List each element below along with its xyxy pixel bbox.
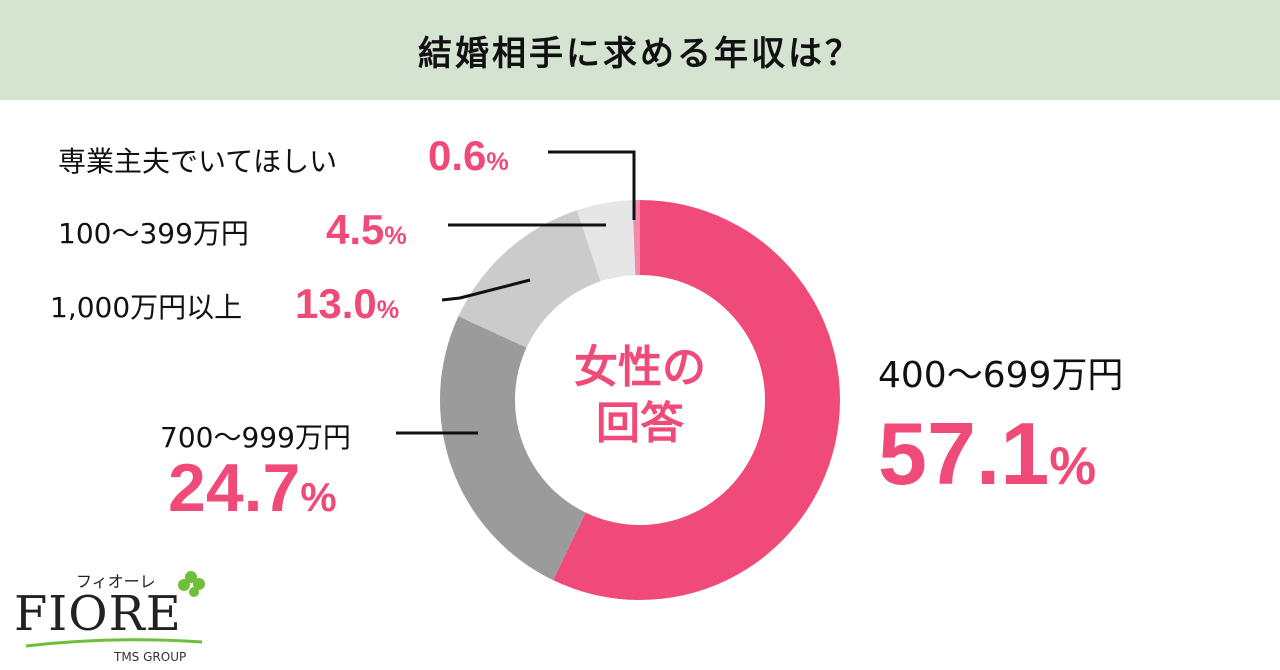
label-name-3: 700〜999万円 <box>160 421 351 454</box>
leader-line-2 <box>441 278 531 302</box>
label-pct-3: 24.7% <box>168 450 337 526</box>
center-line1: 女性の <box>574 342 706 393</box>
center-label: 女性の 回答 <box>540 340 740 452</box>
logo-wordmark: FIORE <box>14 586 182 642</box>
label-name-2: 1,000万円以上 <box>50 291 243 324</box>
label-name-4: 400〜699万円 <box>878 355 1124 396</box>
chart-title: 結婚相手に求める年収は？ <box>418 33 862 74</box>
logo-group: TMS GROUP <box>114 650 187 664</box>
title-banner: 結婚相手に求める年収は？ <box>0 0 1280 100</box>
fiore-logo: フィオーレ FIORE TMS GROUP <box>14 568 214 668</box>
swoosh-icon <box>25 638 203 648</box>
label-name-0: 専業主夫でいてほしい <box>58 145 338 178</box>
donut-segment-1 <box>439 316 586 581</box>
label-pct-0: 0.6% <box>428 132 509 179</box>
label-name-1: 100〜399万円 <box>58 217 249 250</box>
leader-line-0 <box>548 150 636 220</box>
donut-segments <box>439 200 840 601</box>
donut-segment-0 <box>553 200 840 601</box>
center-line2: 回答 <box>596 398 684 449</box>
label-pct-4: 57.1% <box>878 404 1097 503</box>
label-pct-1: 4.5% <box>326 206 407 253</box>
donut-segment-3 <box>576 200 636 282</box>
label-pct-2: 13.0% <box>295 280 400 327</box>
clover-icon <box>178 571 205 597</box>
logo-kana: フィオーレ <box>76 572 156 591</box>
